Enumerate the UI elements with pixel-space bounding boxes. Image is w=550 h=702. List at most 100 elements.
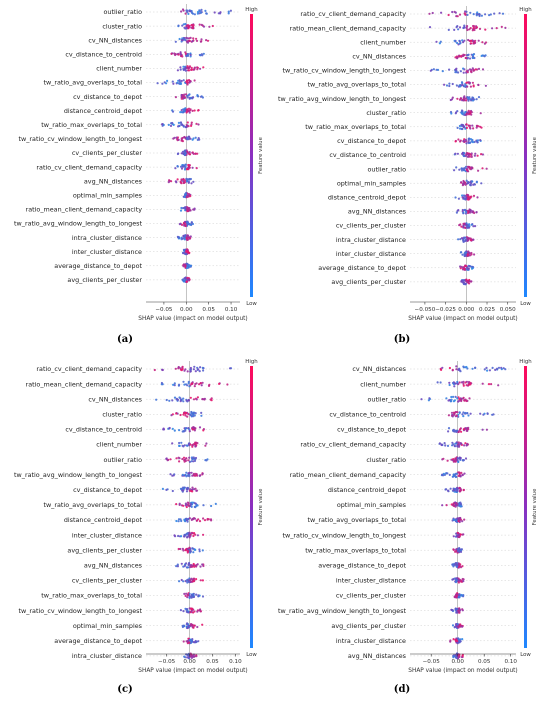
shap-point [465,126,468,129]
shap-point [472,26,475,30]
shap-point [488,369,491,372]
shap-point [189,366,192,370]
shap-point [466,85,469,88]
shap-point [464,442,467,445]
shap-point [201,381,204,384]
shap-point [465,123,468,126]
shap-point [184,206,187,209]
shap-point [160,383,163,386]
shap-point [465,278,468,281]
shap-point [180,206,183,210]
shap-point [204,444,207,447]
shap-point [174,367,177,370]
shap-point [447,414,450,417]
feature-label: cv_distance_to_centroid [329,151,406,159]
shap-point [206,517,209,521]
shap-point [455,368,458,371]
shap-point [455,535,458,538]
shap-point [210,504,213,508]
shap-point [498,12,501,15]
shap-point [190,66,193,69]
shap-point [456,57,459,60]
shap-point [195,398,198,401]
shap-point [180,123,183,126]
shap-point [173,429,176,432]
shap-point [479,139,482,142]
shap-point [193,610,196,613]
shap-point [190,415,193,418]
shap-point [205,39,208,42]
shap-point [190,565,193,568]
shap-point [462,240,465,243]
shap-point [453,460,456,463]
shap-point [443,83,446,86]
shap-point [477,125,480,128]
shap-point [194,412,197,415]
shap-point [175,519,178,523]
shap-point [472,127,475,130]
shap-point [182,413,185,416]
shap-point [455,26,458,29]
shap-point [464,457,468,460]
colorbar-title: Feature value [532,488,538,525]
shap-point [198,383,201,386]
colorbar [250,366,253,648]
shap-point [191,445,194,448]
shap-point [456,380,459,384]
shap-point [205,459,208,462]
shap-point [190,609,193,613]
shap-point [181,457,184,461]
shap-point [168,399,171,402]
shap-point [465,26,468,30]
shap-point [183,460,186,463]
shap-point [454,562,457,565]
shap-point [197,123,200,126]
shap-point [183,535,186,538]
colorbar-high-label: High [519,359,531,365]
shap-point [461,83,464,86]
shap-point [477,67,481,70]
feature-label: avg_NN_distances [348,652,407,660]
shap-point [497,384,500,387]
shap-point [460,112,463,115]
shap-point [491,27,494,30]
panel-label: (a) [117,334,133,345]
shap-point [202,25,206,28]
shap-point [190,221,193,224]
shap-point [188,178,191,181]
shap-point [473,211,476,215]
shap-point [178,444,181,447]
shap-point [194,382,197,386]
shap-point [461,654,464,657]
shap-point [449,487,452,490]
shap-point [186,626,189,630]
shap-point [473,183,476,186]
shap-point [192,595,195,598]
shap-point [166,459,169,462]
feature-label: optimal_min_samples [337,501,407,509]
shap-point [182,108,185,111]
shap-point [465,56,468,60]
shap-point [451,563,454,566]
shap-point [467,210,470,213]
feature-label: cv_distance_to_centroid [65,51,142,59]
shap-point [165,398,168,402]
shap-point [443,442,446,445]
feature-label: outlier_ratio [103,456,142,464]
shap-point [420,398,423,401]
shap-point [464,411,467,415]
shap-point [184,165,187,168]
shap-point [459,505,462,508]
shap-point [186,501,189,504]
shap-point [200,23,203,26]
shap-point [195,37,198,40]
shap-point [453,412,456,415]
shap-point [491,366,494,369]
shap-point [463,444,466,447]
shap-point [203,397,206,400]
shap-point [202,504,205,507]
shap-point [195,122,198,125]
panel-label: (b) [394,334,410,345]
shap-point [161,368,164,371]
shap-point [477,39,480,42]
